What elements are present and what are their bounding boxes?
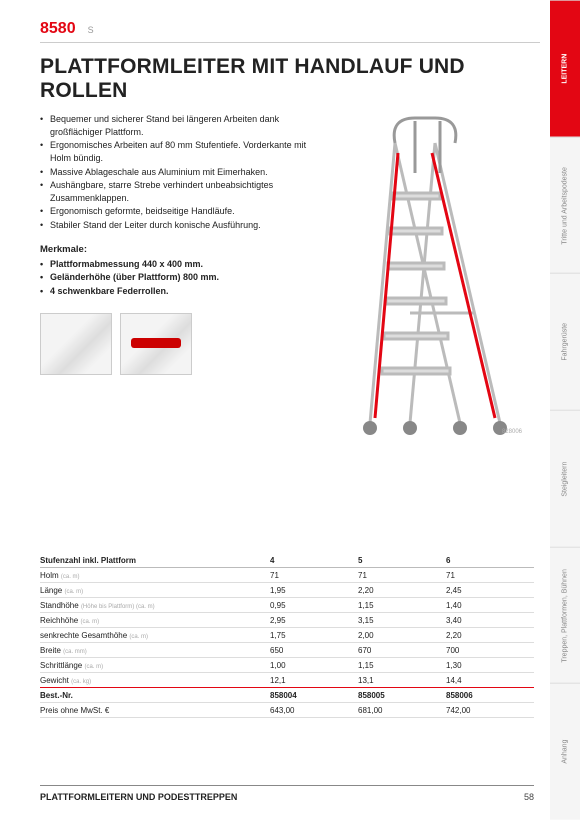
- side-tab[interactable]: LEITERN: [550, 0, 580, 137]
- side-tab[interactable]: Treppen, Plattformen, Bühnen: [550, 547, 580, 684]
- spec-value: 2,45: [446, 583, 534, 598]
- feature-item: Ergonomisches Arbeiten auf 80 mm Stufent…: [40, 139, 320, 164]
- side-tab[interactable]: Anhang: [550, 683, 580, 820]
- page-footer: PLATTFORMLEITERN UND PODESTTREPPEN 58: [40, 785, 534, 802]
- spec-value: 2,95: [270, 613, 358, 628]
- thumbnail-1: [40, 313, 112, 375]
- spec-value: 700: [446, 643, 534, 658]
- feature-item: Bequemer und sicherer Stand bei längeren…: [40, 113, 320, 138]
- spec-value: 858005: [358, 688, 446, 703]
- spec-value: 681,00: [358, 703, 446, 718]
- side-tab[interactable]: Tritte und Arbeitspodeste: [550, 137, 580, 274]
- spec-value: 2,20: [358, 583, 446, 598]
- spec-value: 742,00: [446, 703, 534, 718]
- spec-value: 14,4: [446, 673, 534, 688]
- side-tabs: LEITERNTritte und ArbeitspodesteFahrgerü…: [550, 0, 580, 820]
- product-subcode: S: [88, 25, 94, 35]
- merkmale-item: Plattformabmessung 440 x 400 mm.: [40, 258, 320, 271]
- page-number: 58: [524, 792, 534, 802]
- spec-value: 3,40: [446, 613, 534, 628]
- spec-value: 13,1: [358, 673, 446, 688]
- feature-item: Stabiler Stand der Leiter durch konische…: [40, 219, 320, 232]
- spec-label: Reichhöhe (ca. m): [40, 613, 270, 628]
- spec-value: 6: [446, 553, 534, 568]
- spec-value: 643,00: [270, 703, 358, 718]
- spec-label: Schrittlänge (ca. m): [40, 658, 270, 673]
- spec-value: 12,1: [270, 673, 358, 688]
- spec-value: 670: [358, 643, 446, 658]
- spec-label: Stufenzahl inkl. Plattform: [40, 553, 270, 568]
- spec-label: Gewicht (ca. kg): [40, 673, 270, 688]
- spec-value: 650: [270, 643, 358, 658]
- feature-item: Ergonomisch geformte, beidseitige Handlä…: [40, 205, 320, 218]
- product-code: 8580: [40, 20, 76, 38]
- image-caption: 828006: [502, 429, 522, 435]
- merkmale-item: 4 schwenkbare Federrollen.: [40, 285, 320, 298]
- spec-value: 71: [270, 568, 358, 583]
- page-title: PLATTFORMLEITER MIT HANDLAUF UND ROLLEN: [40, 55, 540, 103]
- spec-value: 71: [358, 568, 446, 583]
- spec-value: 0,95: [270, 598, 358, 613]
- spec-label: Standhöhe (Höhe bis Plattform) (ca. m): [40, 598, 270, 613]
- spec-table: Stufenzahl inkl. Plattform456 Holm (ca. m…: [40, 553, 534, 718]
- side-tab[interactable]: Fahrgerüste: [550, 273, 580, 410]
- merkmale-list: Plattformabmessung 440 x 400 mm.Geländer…: [40, 258, 320, 298]
- feature-item: Massive Ablageschale aus Aluminium mit E…: [40, 166, 320, 179]
- spec-value: 1,30: [446, 658, 534, 673]
- merkmale-item: Geländerhöhe (über Plattform) 800 mm.: [40, 271, 320, 284]
- footer-category: PLATTFORMLEITERN UND PODESTTREPPEN: [40, 792, 237, 802]
- merkmale-heading: Merkmale:: [40, 244, 320, 255]
- spec-value: 1,40: [446, 598, 534, 613]
- spec-value: 5: [358, 553, 446, 568]
- spec-label: Länge (ca. m): [40, 583, 270, 598]
- thumbnail-2: [120, 313, 192, 375]
- spec-value: 2,00: [358, 628, 446, 643]
- thumbnail-row: [40, 313, 320, 375]
- spec-value: 1,95: [270, 583, 358, 598]
- spec-value: 71: [446, 568, 534, 583]
- side-tab[interactable]: Steigleitern: [550, 410, 580, 547]
- spec-label: Holm (ca. m): [40, 568, 270, 583]
- spec-label: Breite (ca. mm): [40, 643, 270, 658]
- spec-value: 858006: [446, 688, 534, 703]
- feature-list: Bequemer und sicherer Stand bei längeren…: [40, 113, 320, 231]
- product-image: 828006: [330, 113, 540, 443]
- spec-value: 2,20: [446, 628, 534, 643]
- spec-value: 1,00: [270, 658, 358, 673]
- feature-item: Aushängbare, starre Strebe verhindert un…: [40, 179, 320, 204]
- spec-value: 3,15: [358, 613, 446, 628]
- spec-value: 1,75: [270, 628, 358, 643]
- spec-value: 1,15: [358, 598, 446, 613]
- spec-label: Best.-Nr.: [40, 688, 270, 703]
- spec-value: 4: [270, 553, 358, 568]
- spec-value: 858004: [270, 688, 358, 703]
- spec-label: senkrechte Gesamthöhe (ca. m): [40, 628, 270, 643]
- header: 8580 S: [40, 20, 540, 43]
- spec-label: Preis ohne MwSt. €: [40, 703, 270, 718]
- spec-value: 1,15: [358, 658, 446, 673]
